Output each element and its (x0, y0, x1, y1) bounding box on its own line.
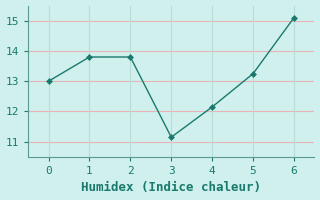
X-axis label: Humidex (Indice chaleur): Humidex (Indice chaleur) (81, 181, 261, 194)
